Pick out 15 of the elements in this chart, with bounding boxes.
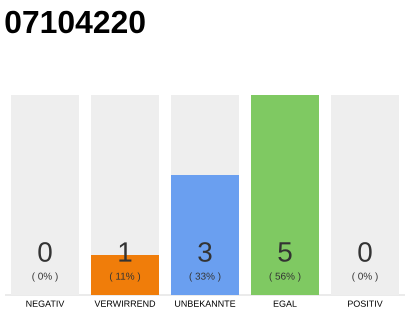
- annotation: 0: [358, 242, 372, 262]
- x-tick-label: POSITIV: [348, 300, 383, 307]
- annotation: 0: [38, 242, 52, 262]
- x-tick-label: EGAL: [274, 300, 297, 307]
- annotation: ( 0% ): [352, 272, 378, 282]
- annotation: ( 56% ): [270, 272, 300, 282]
- x-tick-label: UNBEKANNTE: [175, 300, 236, 307]
- annotation: ( 11% ): [110, 272, 140, 282]
- x-tick-label: NEGATIV: [26, 300, 64, 307]
- chart-title: 07104220: [5, 10, 145, 34]
- data-label: 5: [278, 242, 292, 262]
- data-label: 3: [198, 242, 212, 262]
- x-tick-label: VERWIRREND: [94, 300, 156, 307]
- annotation: ( 0% ): [32, 272, 58, 282]
- annotation: ( 33% ): [190, 272, 220, 282]
